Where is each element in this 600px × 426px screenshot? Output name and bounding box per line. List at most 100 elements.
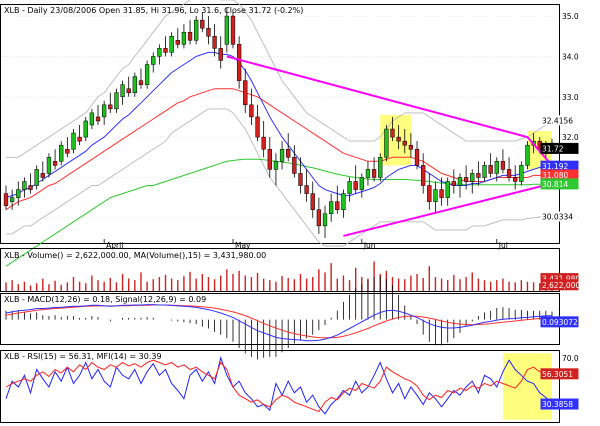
- candle: [433, 181, 438, 214]
- candle: [77, 125, 82, 146]
- candle: [126, 76, 131, 97]
- candle: [304, 169, 309, 202]
- price-x-axis: AprilMayJunJulAugust: [103, 239, 508, 250]
- candle: [482, 161, 487, 182]
- price-right-label: 32.4156: [541, 115, 578, 126]
- candle: [157, 44, 162, 65]
- candle: [132, 72, 137, 97]
- candle: [52, 149, 58, 170]
- candle-body: [236, 44, 242, 81]
- candle-body: [378, 157, 383, 178]
- rsi-panel-frame: [0, 350, 560, 423]
- candle: [494, 157, 499, 182]
- candle-body: [421, 165, 426, 186]
- candle: [243, 68, 248, 113]
- candle: [335, 185, 340, 214]
- volume-right-label-text: 2,622,000: [542, 281, 580, 290]
- candle-body: [500, 161, 506, 170]
- candle-body: [414, 148, 420, 166]
- candle-body: [187, 31, 193, 41]
- candle-body: [89, 112, 95, 126]
- candle-body: [126, 88, 131, 93]
- candle: [279, 141, 285, 170]
- candle: [114, 88, 119, 113]
- candle-body: [132, 76, 137, 93]
- candle: [163, 36, 168, 57]
- candle: [378, 153, 383, 182]
- candle: [506, 157, 512, 182]
- price-y-tick: 32.0: [562, 133, 579, 142]
- candle-body: [28, 185, 33, 190]
- price-right-label-bg: [541, 211, 578, 222]
- candle: [310, 181, 315, 218]
- candle-body: [114, 92, 119, 110]
- candle-body: [102, 104, 107, 118]
- candle-body: [347, 181, 352, 194]
- candle-body: [200, 19, 205, 29]
- candle-body: [371, 169, 377, 178]
- candle: [59, 141, 64, 166]
- candle-body: [163, 48, 168, 53]
- candle-body: [59, 144, 64, 162]
- price-x-tick: May: [235, 241, 251, 250]
- candle-body: [451, 181, 456, 186]
- candle: [224, 8, 230, 53]
- mfi-line: [5, 356, 553, 415]
- candle-body: [482, 165, 487, 178]
- price-right-label-text: 31.192: [542, 162, 568, 171]
- candle-body: [519, 165, 524, 182]
- candle: [187, 20, 193, 45]
- price-y-tick: 33.0: [562, 93, 579, 102]
- candle: [421, 153, 426, 194]
- candle-body: [427, 185, 432, 202]
- candle: [3, 185, 9, 210]
- candle-body: [175, 40, 180, 45]
- candle: [71, 129, 76, 154]
- candle-body: [341, 193, 346, 210]
- candle: [230, 12, 236, 49]
- candle-body: [322, 213, 328, 227]
- candle: [353, 165, 358, 194]
- candle: [194, 16, 199, 45]
- price-right-label-text: 31.72: [542, 144, 564, 153]
- volume-bars: [5, 261, 553, 291]
- candle: [519, 161, 524, 186]
- candle: [34, 165, 39, 190]
- price-y-tick: 34.0: [562, 52, 579, 61]
- candle-body: [353, 181, 358, 190]
- candle: [236, 36, 242, 89]
- volume-panel-frame: [0, 248, 560, 292]
- candle-body: [476, 173, 481, 178]
- price-right-label-bg: [540, 142, 579, 154]
- candle: [470, 169, 475, 194]
- macd-right-label-text: 0.093072: [542, 318, 578, 327]
- candle-body: [138, 80, 144, 85]
- candle: [384, 125, 389, 162]
- candle: [371, 157, 377, 182]
- candle-body: [396, 136, 401, 142]
- candle: [390, 116, 395, 142]
- rsi-right-label: 30.3858: [540, 398, 579, 410]
- rsi-right-labels: 56.3051 30.3858: [540, 368, 579, 410]
- candle: [286, 133, 291, 162]
- candle: [267, 137, 272, 178]
- rsi-line: [5, 359, 553, 413]
- candle: [445, 177, 450, 206]
- candle-body: [310, 193, 315, 210]
- moving-averages: [5, 51, 553, 267]
- rsi-title: XLB - RSI(15) = 56.31, MFI(14) = 30.39: [4, 352, 162, 361]
- candle: [22, 177, 27, 198]
- bollinger-lower-line: [6, 108, 552, 247]
- macd-line: [5, 304, 553, 342]
- candle-body: [402, 140, 407, 146]
- macd-title: XLB - MACD(12,26) = 0.18, Signal(12,26,9…: [4, 295, 206, 304]
- candle-body: [359, 177, 364, 190]
- macd-right-labels: 0.093072: [540, 316, 579, 328]
- candle: [513, 165, 518, 190]
- candle-body: [206, 27, 211, 37]
- candle-body: [22, 181, 27, 190]
- candle-body: [506, 169, 512, 178]
- candle-body: [83, 120, 88, 138]
- candle: [341, 189, 346, 218]
